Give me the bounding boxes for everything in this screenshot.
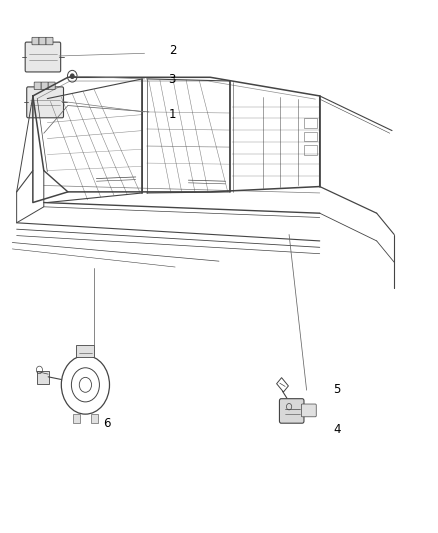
FancyBboxPatch shape: [34, 82, 41, 90]
FancyBboxPatch shape: [39, 37, 46, 45]
Bar: [76, 345, 94, 357]
Text: 4: 4: [333, 423, 340, 435]
FancyBboxPatch shape: [25, 42, 60, 72]
Bar: [73, 414, 80, 423]
Text: 6: 6: [103, 417, 110, 430]
FancyBboxPatch shape: [46, 37, 53, 45]
FancyBboxPatch shape: [48, 82, 55, 90]
FancyBboxPatch shape: [27, 87, 64, 118]
Text: 5: 5: [333, 383, 340, 395]
Circle shape: [71, 74, 74, 78]
Text: 3: 3: [169, 74, 176, 86]
Bar: [37, 371, 49, 384]
Bar: [91, 414, 98, 423]
FancyBboxPatch shape: [301, 404, 316, 417]
Bar: [304, 132, 317, 141]
FancyBboxPatch shape: [41, 82, 48, 90]
FancyBboxPatch shape: [279, 399, 304, 423]
Text: 1: 1: [169, 108, 176, 121]
Bar: [304, 118, 317, 128]
Text: 2: 2: [169, 44, 176, 57]
FancyBboxPatch shape: [32, 37, 39, 45]
Bar: [304, 145, 317, 155]
